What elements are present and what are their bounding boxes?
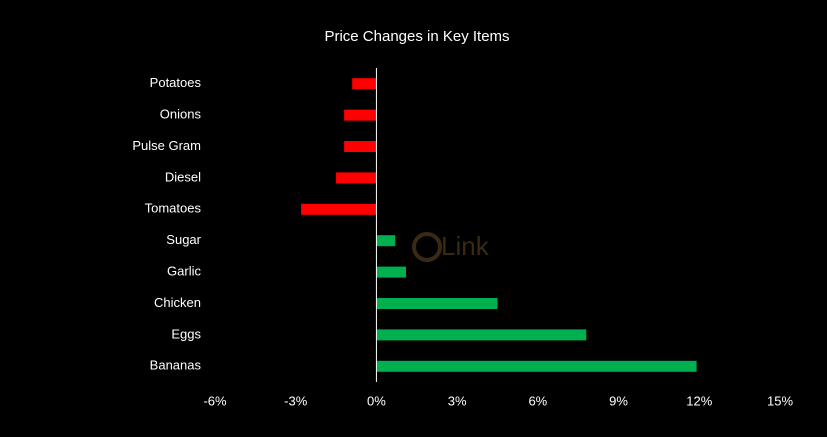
x-tick-label: 6% — [528, 393, 547, 408]
y-tick-label: Onions — [160, 107, 202, 122]
x-tick-label: -6% — [203, 393, 227, 408]
watermark-logo — [412, 232, 442, 262]
bar — [376, 266, 407, 278]
x-tick-label: 12% — [686, 393, 712, 408]
x-tick-label: 15% — [767, 393, 793, 408]
y-tick-label: Tomatoes — [145, 201, 202, 216]
y-tick-label: Bananas — [150, 358, 202, 373]
bar — [301, 203, 377, 215]
y-tick-label: Sugar — [166, 232, 201, 247]
bar — [352, 78, 377, 90]
x-tick-label: -3% — [284, 393, 308, 408]
x-tick-label: 0% — [367, 393, 386, 408]
bar — [376, 235, 396, 247]
bar — [344, 109, 377, 121]
x-tick-label: 9% — [609, 393, 628, 408]
y-tick-label: Pulse Gram — [132, 138, 201, 153]
x-tick-label: 3% — [448, 393, 467, 408]
bar — [344, 141, 377, 152]
bar — [376, 360, 697, 372]
y-tick-label: Garlic — [167, 264, 201, 279]
y-tick-label: Potatoes — [150, 75, 202, 90]
bar — [336, 172, 377, 184]
y-tick-label: Eggs — [171, 326, 201, 341]
chart-title: Price Changes in Key Items — [324, 28, 509, 45]
y-tick-label: Diesel — [165, 169, 201, 184]
bar — [376, 298, 498, 309]
watermark: Link — [441, 231, 490, 261]
bar — [376, 329, 587, 341]
y-tick-label: Chicken — [154, 295, 201, 310]
